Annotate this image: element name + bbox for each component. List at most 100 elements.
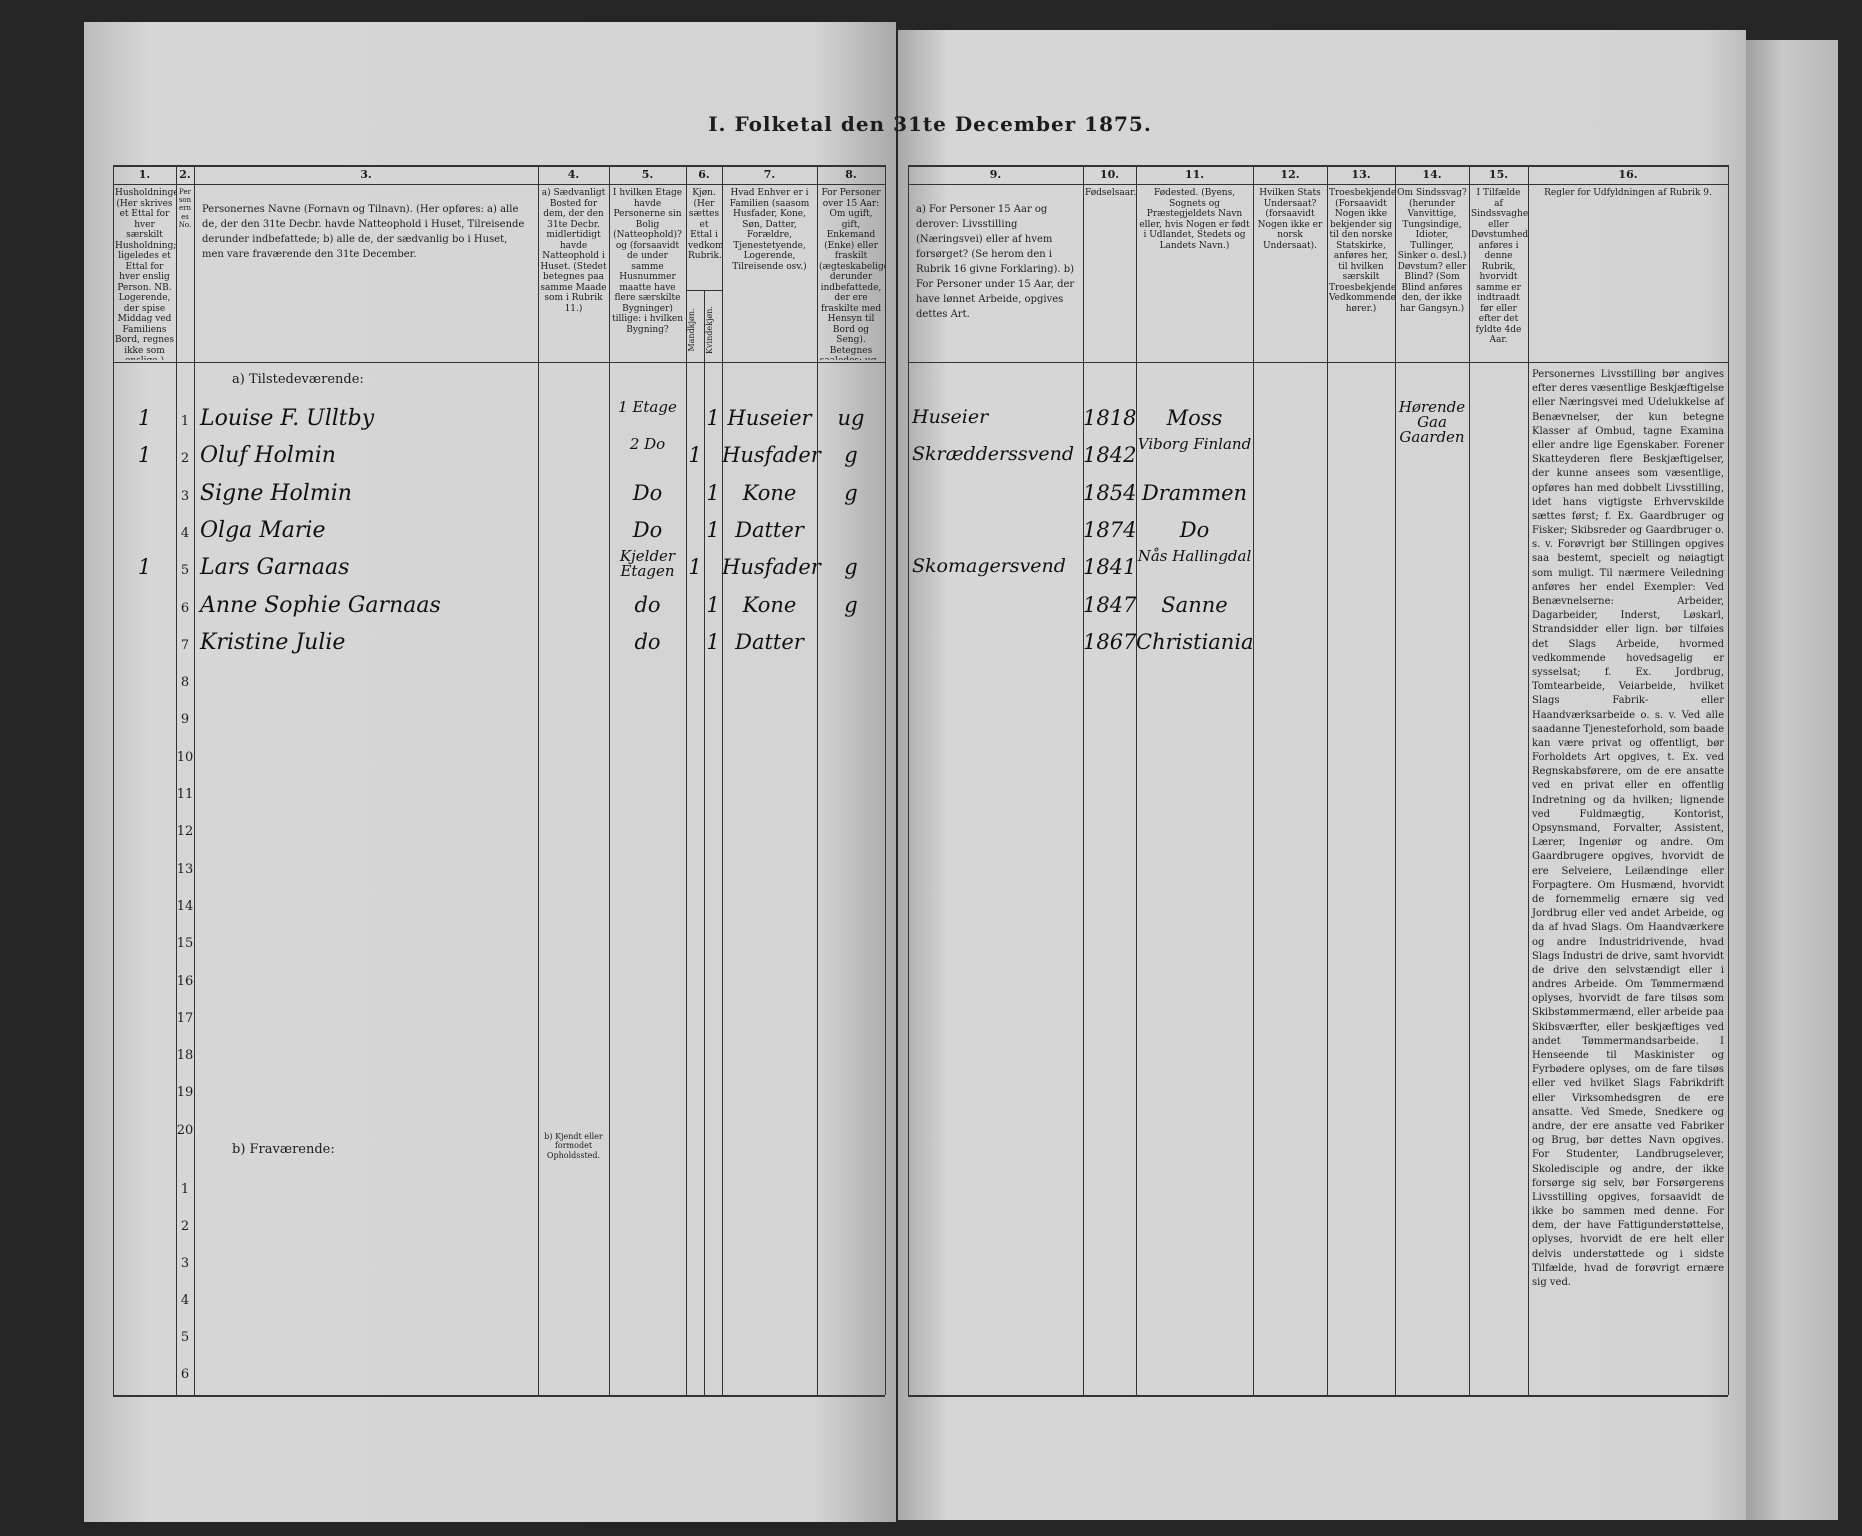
column-rule [686, 165, 687, 1395]
handwritten-floor: Do [632, 480, 663, 505]
row-number: 1 [180, 414, 190, 429]
row-number: 7 [180, 637, 190, 653]
column-number: 14. [1422, 168, 1442, 181]
column-rule [1083, 165, 1084, 1395]
column-rule [908, 165, 909, 1395]
handwritten-birthplace: Moss [1166, 406, 1223, 430]
row-number: 3 [180, 488, 190, 504]
column-header: a) Sædvanligt Bosted for dem, der den 31… [540, 188, 607, 314]
handwritten-family: Huseier [727, 406, 812, 430]
column-rule [1253, 165, 1254, 1395]
row-number: 3 [180, 1256, 190, 1271]
column-number: 3. [360, 168, 372, 181]
handwritten-household: 1 [137, 406, 152, 430]
handwritten-born: 1847 [1083, 592, 1137, 617]
row-number: 20 [176, 1122, 194, 1138]
row-number: 4 [180, 525, 190, 541]
column-rule [704, 290, 705, 1395]
next-page-edge [1746, 40, 1838, 1520]
column-header: For Personer over 15 Aar: Om ugift, gift… [819, 188, 885, 360]
column-header: Husholdninger. (Her skrives et Ettal for… [115, 188, 176, 360]
handwritten-female: 1 [706, 480, 720, 505]
column-header: Fødested. (Byens, Sognets og Præstegjeld… [1139, 188, 1250, 251]
column-number: 13. [1351, 168, 1371, 181]
column-number: 5. [641, 168, 654, 181]
handwritten-birthplace: Sanne [1161, 592, 1228, 617]
column-rule [194, 165, 195, 1395]
row-number: 5 [180, 1330, 190, 1345]
column-number: 9. [989, 168, 1002, 181]
row-number: 9 [180, 712, 190, 728]
row-number: 19 [176, 1085, 194, 1101]
handwritten-female: 1 [706, 517, 720, 542]
row-number: 6 [180, 600, 190, 616]
row-number: 11 [176, 787, 194, 802]
column-number: 2. [179, 168, 191, 181]
handwritten-male: 1 [688, 555, 702, 580]
handwritten-name: Anne Sophie Garnaas [200, 592, 441, 618]
page-title: I. Folketal den 31te December 1875. [708, 112, 1152, 136]
column-rule [1528, 165, 1529, 1395]
column-number: 6. [698, 168, 710, 181]
handwritten-born: 1842 [1083, 443, 1137, 468]
column-rule [176, 165, 177, 1395]
row-number: 2 [180, 1219, 190, 1234]
row-number: 14 [176, 898, 194, 914]
row-number: 2 [180, 451, 190, 467]
handwritten-name: Kristine Julie [200, 629, 346, 655]
handwritten-family: Kone [742, 592, 797, 617]
handwritten-floor: 2 Do [629, 435, 666, 454]
handwritten-household: 1 [137, 555, 152, 580]
row-rule [113, 165, 885, 167]
rubrik-16-rules: Personernes Livsstilling bør angives eft… [1532, 369, 1724, 1288]
column-number: 1. [138, 168, 151, 181]
column-header: Regler for Udfyldningen af Rubrik 9. [1544, 188, 1712, 198]
handwritten-female: 1 [706, 592, 720, 617]
handwritten-occupation: Skrædderssvend [912, 443, 1075, 466]
handwritten-floor: 1 Etage [618, 398, 677, 416]
row-number: 17 [176, 1010, 194, 1026]
handwritten-floor: Do [632, 517, 663, 542]
handwritten-female: 1 [706, 406, 720, 430]
handwritten-civil: g [844, 555, 858, 580]
row-number: 8 [180, 675, 190, 691]
row-rule [908, 165, 1728, 167]
handwritten-born: 1818 [1083, 406, 1137, 430]
handwritten-civil: g [844, 592, 858, 617]
column-rule [1327, 165, 1328, 1395]
row-number: 13 [176, 861, 194, 877]
handwritten-name: Oluf Holmin [200, 443, 336, 469]
column-number: 16. [1618, 168, 1638, 181]
column-number: 8. [845, 168, 857, 181]
handwritten-birthplace: Nås Hallingdal [1137, 547, 1252, 566]
row-number: 10 [176, 749, 194, 765]
handwritten-born: 1854 [1083, 480, 1137, 505]
column-rule [817, 165, 818, 1395]
handwritten-floor: do [634, 629, 661, 654]
handwritten-floor: Kjelder Etagen [619, 547, 676, 581]
handwritten-family: Husfader [722, 555, 821, 580]
handwritten-birthplace: Drammen [1141, 480, 1248, 505]
column-header: I Tilfælde af Sindssvaghed eller Døvstum… [1471, 188, 1528, 346]
column-rule [1728, 165, 1729, 1395]
handwritten-birthplace: Christiania [1136, 629, 1254, 654]
handwritten-name: Louise F. Ulltby [200, 406, 375, 431]
column-header: Fødselsaar. [1085, 188, 1136, 198]
left-page [84, 22, 896, 1522]
row-rule [113, 1395, 885, 1397]
row-rule [113, 362, 885, 363]
column-subheader: Kvindekjøn. [705, 306, 714, 354]
row-number: 12 [176, 824, 194, 840]
row-rule [908, 1395, 1728, 1397]
handwritten-family: Datter [735, 629, 804, 654]
column-rule [885, 165, 886, 1395]
column-number: 11. [1184, 168, 1205, 181]
row-number: 6 [180, 1367, 190, 1382]
column-header: a) For Personer 15 Aar og derover: Livss… [916, 204, 1075, 320]
column-rule [113, 165, 114, 1395]
handwritten-family: Husfader [722, 443, 821, 468]
row-number: 15 [176, 936, 194, 952]
row-rule [113, 184, 885, 185]
row-rule [908, 362, 1728, 363]
